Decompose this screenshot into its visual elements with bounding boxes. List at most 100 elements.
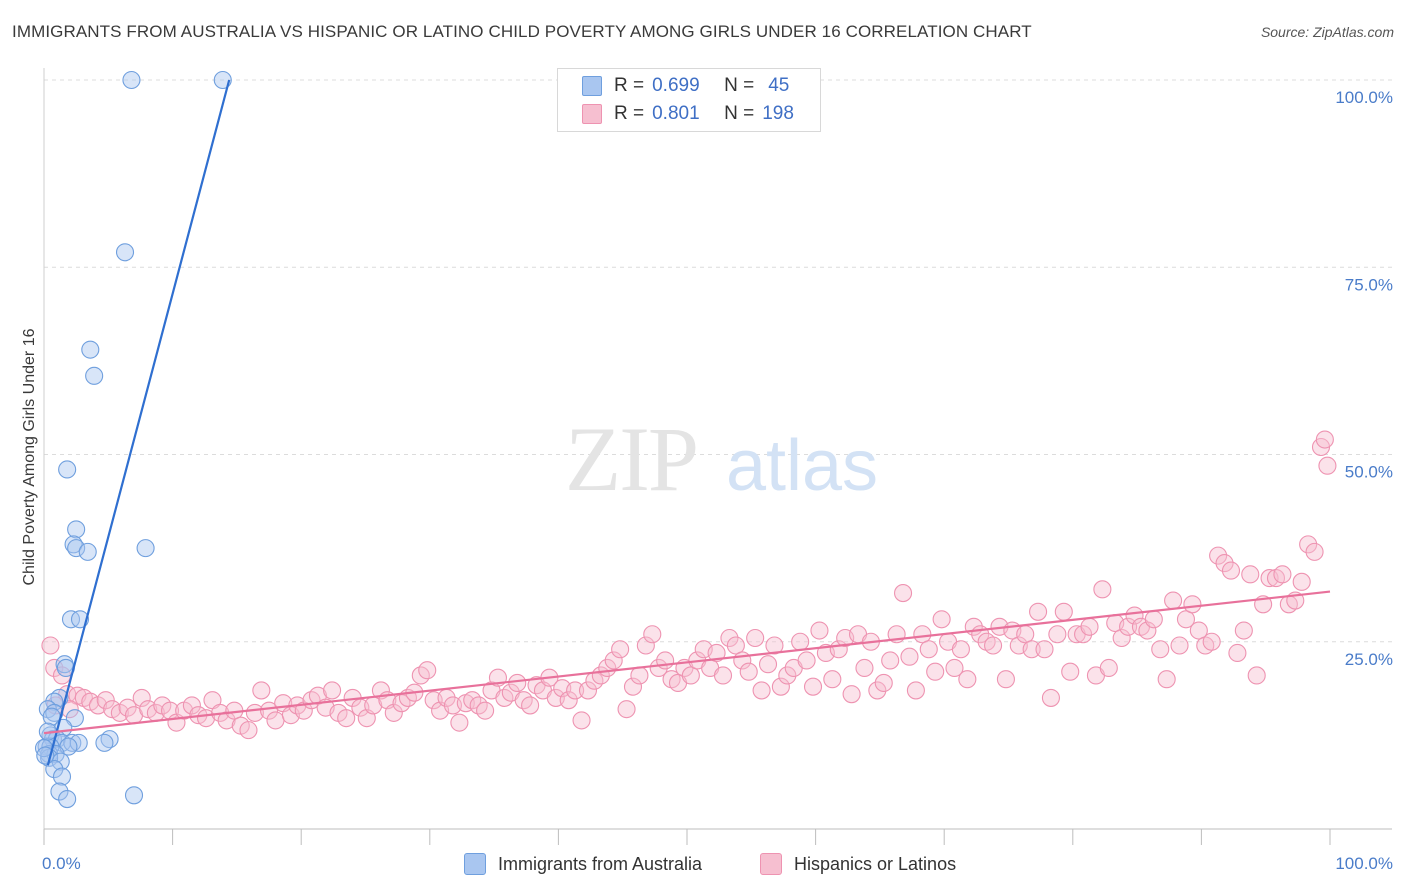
hispanic-point	[1112, 628, 1131, 648]
legend-label-hispanic: Hispanics or Latinos	[794, 853, 957, 874]
hispanic-point	[842, 685, 861, 704]
hispanic-point	[881, 651, 900, 670]
legend-swatch-hispanic	[582, 104, 602, 124]
hispanic-point	[1144, 610, 1163, 629]
australia-point	[69, 733, 88, 752]
hispanic-point	[945, 658, 964, 678]
legend-n-label: N =	[724, 103, 755, 124]
hispanic-point	[951, 640, 970, 659]
tick-labels: 25.0% 50.0% 75.0% 100.0% 0.0% 100.0%	[42, 88, 1393, 873]
hispanic-point	[778, 666, 797, 685]
hispanic-point	[1054, 602, 1073, 621]
australia-point	[67, 520, 86, 539]
hispanic-point	[771, 677, 790, 696]
hispanic-point	[182, 696, 201, 715]
legend-row-australia: R = 0.699 N = 45	[558, 73, 789, 99]
hispanic-point	[623, 677, 643, 696]
hispanic-point	[1074, 625, 1093, 644]
hispanic-point	[384, 703, 403, 722]
hispanic-point	[630, 666, 649, 685]
hispanic-point	[797, 651, 816, 670]
hispanic-point	[559, 691, 578, 710]
legend-r-value: 0.801	[652, 103, 700, 124]
x-tick-label: 100.0%	[1335, 854, 1393, 873]
australia-point	[78, 542, 97, 561]
hispanic-point	[41, 636, 60, 655]
hispanic-point	[1048, 625, 1067, 644]
legend-item-australia[interactable]: Immigrants from Australia	[464, 853, 702, 875]
hispanic-point	[926, 662, 945, 681]
hispanic-point	[810, 621, 829, 640]
legend-swatch-australia	[582, 76, 602, 96]
hispanic-point	[1183, 595, 1202, 614]
hispanic-point	[932, 610, 951, 629]
australia-point	[45, 760, 64, 779]
legend-label-australia: Immigrants from Australia	[498, 853, 703, 874]
hispanic-point	[217, 711, 236, 730]
australia-point	[122, 70, 141, 90]
hispanic-point	[294, 701, 313, 720]
hispanic-point	[720, 628, 739, 648]
y-tick-label: 50.0%	[1345, 463, 1393, 482]
legend-r-value: 0.699	[652, 75, 700, 96]
trend-lines	[43, 79, 1331, 766]
australia-point	[67, 539, 86, 558]
hispanic-point	[259, 701, 279, 720]
legend-n-value: 198	[762, 103, 794, 124]
hispanic-point	[1247, 666, 1266, 685]
watermark: ZIP atlas	[565, 408, 878, 510]
australia-trend-line	[46, 79, 231, 766]
hispanic-point	[752, 681, 771, 700]
hispanic-point	[1241, 565, 1260, 584]
hispanic-point	[1234, 621, 1253, 640]
australia-point	[51, 752, 70, 771]
hispanic-point	[476, 701, 495, 720]
hispanic-point	[604, 651, 623, 670]
correlation-legend: R = 0.699 N = 45 R = 0.801 N = 198	[557, 68, 821, 132]
australia-point	[65, 709, 84, 728]
hispanic-point	[323, 681, 342, 700]
hispanic-point	[96, 691, 115, 710]
australia-point	[81, 340, 100, 359]
hispanic-point	[1202, 632, 1221, 651]
australia-point	[124, 786, 144, 805]
hispanic-points	[41, 430, 1337, 740]
hispanic-point	[791, 632, 810, 651]
series-legend: Immigrants from Australia Hispanics or L…	[0, 853, 1406, 877]
hispanic-point	[913, 625, 932, 644]
hispanic-point	[617, 700, 636, 719]
hispanic-point	[450, 713, 469, 732]
hispanic-point	[893, 584, 913, 603]
hispanic-point	[958, 670, 977, 689]
legend-r-label: R =	[614, 75, 645, 96]
hispanic-point	[1318, 456, 1337, 475]
legend-swatch-australia	[464, 853, 486, 875]
australia-point	[58, 789, 77, 809]
hispanic-point	[649, 658, 668, 678]
hispanic-point	[132, 688, 151, 707]
hispanic-point	[803, 677, 823, 696]
hispanic-point	[1041, 688, 1060, 707]
hispanic-point	[1151, 640, 1170, 659]
hispanic-point	[1061, 662, 1080, 681]
hispanic-point	[868, 681, 887, 700]
hispanic-point	[60, 700, 79, 719]
hispanic-point	[726, 636, 745, 655]
hispanic-point	[521, 696, 540, 715]
australia-point	[58, 460, 77, 479]
watermark-zip: ZIP	[565, 408, 697, 510]
hispanic-point	[874, 673, 893, 692]
hispanic-point	[252, 681, 271, 700]
legend-n-value: 45	[768, 75, 790, 96]
hispanic-point	[1209, 546, 1228, 565]
hispanic-point	[508, 673, 527, 692]
australia-point	[95, 733, 114, 752]
legend-item-hispanic[interactable]: Hispanics or Latinos	[760, 853, 956, 875]
australia-point	[136, 539, 155, 558]
hispanic-point	[1029, 602, 1048, 621]
y-tick-label: 100.0%	[1335, 88, 1393, 107]
hispanic-point	[1125, 606, 1144, 625]
hispanic-point	[1022, 640, 1041, 659]
hispanic-point	[1273, 565, 1292, 584]
